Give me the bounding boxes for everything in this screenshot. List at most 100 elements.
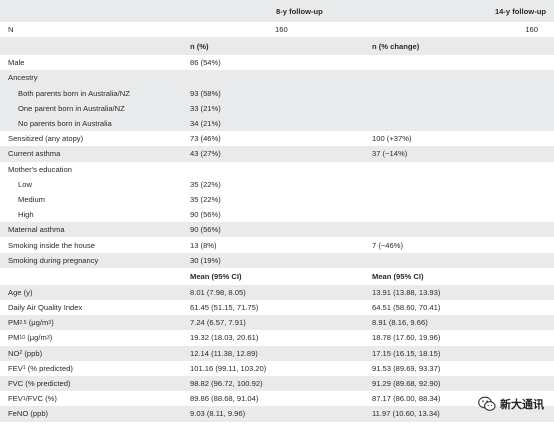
table-row-fev1-fvc: FEV 1/FVC (%) 89.86 (88.68, 91.04) 87.17 …	[0, 391, 554, 406]
value-8: 86 (54%)	[190, 58, 221, 68]
table-row-feno: FeNO (ppb) 9.03 (8.11, 9.96) 11.97 (10.6…	[0, 406, 554, 422]
followup-8-header: 8-y follow-up	[276, 6, 323, 16]
label-unit-pre: (μg/m	[25, 333, 47, 343]
value-8: 19.32 (18.03, 20.61)	[190, 333, 259, 343]
row-label: FeNO (ppb)	[8, 409, 49, 419]
label-main: FEV	[8, 363, 23, 373]
row-label: Sensitized (any atopy)	[8, 134, 84, 144]
table-row-sensitized: Sensitized (any atopy) 73 (46%) 100 (+37…	[0, 131, 554, 146]
value-14: 37 (−14%)	[372, 149, 408, 159]
row-label: Mother's education	[8, 164, 72, 174]
value-8: 35 (22%)	[190, 179, 221, 189]
n-14: 160	[525, 25, 538, 35]
table-row-pm25: PM 2.5 (μg/m 3) 7.24 (6.57, 7.91) 8.91 (8.…	[0, 315, 554, 331]
label-sub: 2	[19, 350, 23, 357]
table-row-age: Age (y) 8.01 (7.98, 8.05) 13.91 (13.88, …	[0, 284, 554, 300]
table-row-no-parents: No parents born in Australia 34 (21%)	[0, 115, 554, 132]
row-label: Smoking during pregnancy	[8, 255, 99, 265]
value-8: 73 (46%)	[190, 134, 221, 144]
mean-8-header: Mean (95% CI)	[190, 271, 242, 281]
label-unit-post: )	[51, 318, 54, 328]
row-label: PM 10 (μg/m 3)	[8, 330, 52, 345]
row-label: Low	[18, 179, 32, 189]
row-label: N	[8, 25, 14, 35]
followup-14-header: 14-y follow-up	[494, 6, 546, 16]
table-row-high: High 90 (56%)	[0, 207, 554, 222]
label-sub: 1	[22, 395, 26, 402]
value-14: 91.29 (89.68, 92.90)	[372, 379, 441, 389]
value-8: 89.86 (88.68, 91.04)	[190, 394, 259, 404]
table-row-ancestry: Ancestry	[0, 70, 554, 86]
table-row-mothers-education: Mother's education	[0, 162, 554, 177]
table-row-low: Low 35 (22%)	[0, 177, 554, 192]
row-label: High	[18, 210, 34, 220]
row-label: Both parents born in Australia/NZ	[18, 88, 130, 98]
count-section-header: n (%) n (% change)	[0, 37, 554, 56]
label-sub: 1	[22, 365, 26, 372]
row-label: Daily Air Quality Index	[8, 303, 83, 313]
label-sub: 10	[19, 334, 26, 341]
row-label: NO 2 (ppb)	[8, 346, 42, 361]
label-sup: 3	[46, 334, 50, 341]
value-8: 13 (8%)	[190, 240, 217, 250]
row-label: One parent born in Australia/NZ	[18, 103, 125, 113]
table-row-male: Male 86 (54%)	[0, 55, 554, 70]
watermark: 新大通讯	[478, 396, 544, 412]
table-row-fvc: FVC (% predicted) 98.82 (96.72, 100.92) …	[0, 375, 554, 392]
row-label: Ancestry	[8, 73, 38, 83]
value-8: 98.82 (96.72, 100.92)	[190, 379, 263, 389]
value-14: 91.53 (89.69, 93.37)	[372, 363, 441, 373]
value-14: 100 (+37%)	[372, 134, 412, 144]
value-14: 87.17 (86.00, 88.34)	[372, 394, 441, 404]
row-label: FVC (% predicted)	[8, 379, 71, 389]
value-8: 101.16 (99.11, 103.20)	[190, 363, 267, 373]
label-rest: (% predicted)	[25, 363, 73, 373]
value-8: 8.01 (7.98, 8.05)	[190, 287, 246, 297]
table-row-both-parents: Both parents born in Australia/NZ 93 (58…	[0, 85, 554, 101]
table-row-current-asthma: Current asthma 43 (27%) 37 (−14%)	[0, 146, 554, 162]
row-label: Smoking inside the house	[8, 240, 95, 250]
table-row-no2: NO 2 (ppb) 12.14 (11.38, 12.89) 17.15 (16…	[0, 345, 554, 361]
table-row-fev1: FEV 1 (% predicted) 101.16 (99.11, 103.20…	[0, 361, 554, 376]
row-label: Current asthma	[8, 149, 61, 159]
label-sup: 3	[48, 319, 52, 326]
table-row-maternal-asthma: Maternal asthma 90 (56%)	[0, 222, 554, 238]
n-row: N 160 160	[0, 22, 554, 37]
wechat-icon	[478, 396, 496, 412]
label-unit-pre: (μg/m	[26, 318, 49, 328]
row-label: Age (y)	[8, 287, 33, 297]
row-label: Maternal asthma	[8, 225, 65, 235]
value-14: 11.97 (10.60, 13.34)	[372, 409, 440, 419]
value-14: 18.78 (17.60, 19.96)	[372, 333, 441, 343]
value-8: 34 (21%)	[190, 119, 221, 129]
value-8: 12.14 (11.38, 12.89)	[190, 348, 258, 358]
label-main: PM	[8, 318, 20, 328]
table-row-aqi: Daily Air Quality Index 61.45 (51.15, 71…	[0, 300, 554, 315]
count-8-header: n (%)	[190, 41, 209, 51]
table-row-one-parent: One parent born in Australia/NZ 33 (21%)	[0, 100, 554, 116]
table-row-smoking-house: Smoking inside the house 13 (8%) 7 (−46%…	[0, 237, 554, 252]
label-unit-post: )	[49, 333, 53, 343]
value-14: 17.15 (16.15, 18.15)	[372, 348, 441, 358]
row-label: FEV 1 (% predicted)	[8, 361, 73, 376]
row-label: Medium	[18, 194, 46, 204]
row-label: FEV 1/FVC (%)	[8, 391, 57, 406]
row-label: Male	[8, 58, 25, 68]
label-rest: (ppb)	[22, 348, 43, 358]
row-label: No parents born in Australia	[18, 119, 112, 129]
value-14: 64.51 (58.60, 70.41)	[372, 303, 441, 313]
watermark-text: 新大通讯	[500, 399, 544, 411]
table-row-medium: Medium 35 (22%)	[0, 192, 554, 207]
value-14: 8.91 (8.16, 9.66)	[372, 318, 428, 328]
value-14: 13.91 (13.88, 13.93)	[372, 287, 441, 297]
label-sub: 2.5	[19, 319, 27, 326]
row-label: PM 2.5 (μg/m 3)	[8, 315, 54, 330]
table-row-smoking-pregnancy: Smoking during pregnancy 30 (19%)	[0, 252, 554, 268]
value-8: 90 (56%)	[190, 225, 221, 235]
value-14: 7 (−46%)	[372, 240, 404, 250]
header-row: 8-y follow-up 14-y follow-up	[0, 0, 554, 22]
label-main: NO	[8, 348, 20, 358]
value-8: 90 (56%)	[190, 210, 221, 220]
value-8: 35 (22%)	[190, 194, 221, 204]
value-8: 9.03 (8.11, 9.96)	[190, 409, 246, 419]
